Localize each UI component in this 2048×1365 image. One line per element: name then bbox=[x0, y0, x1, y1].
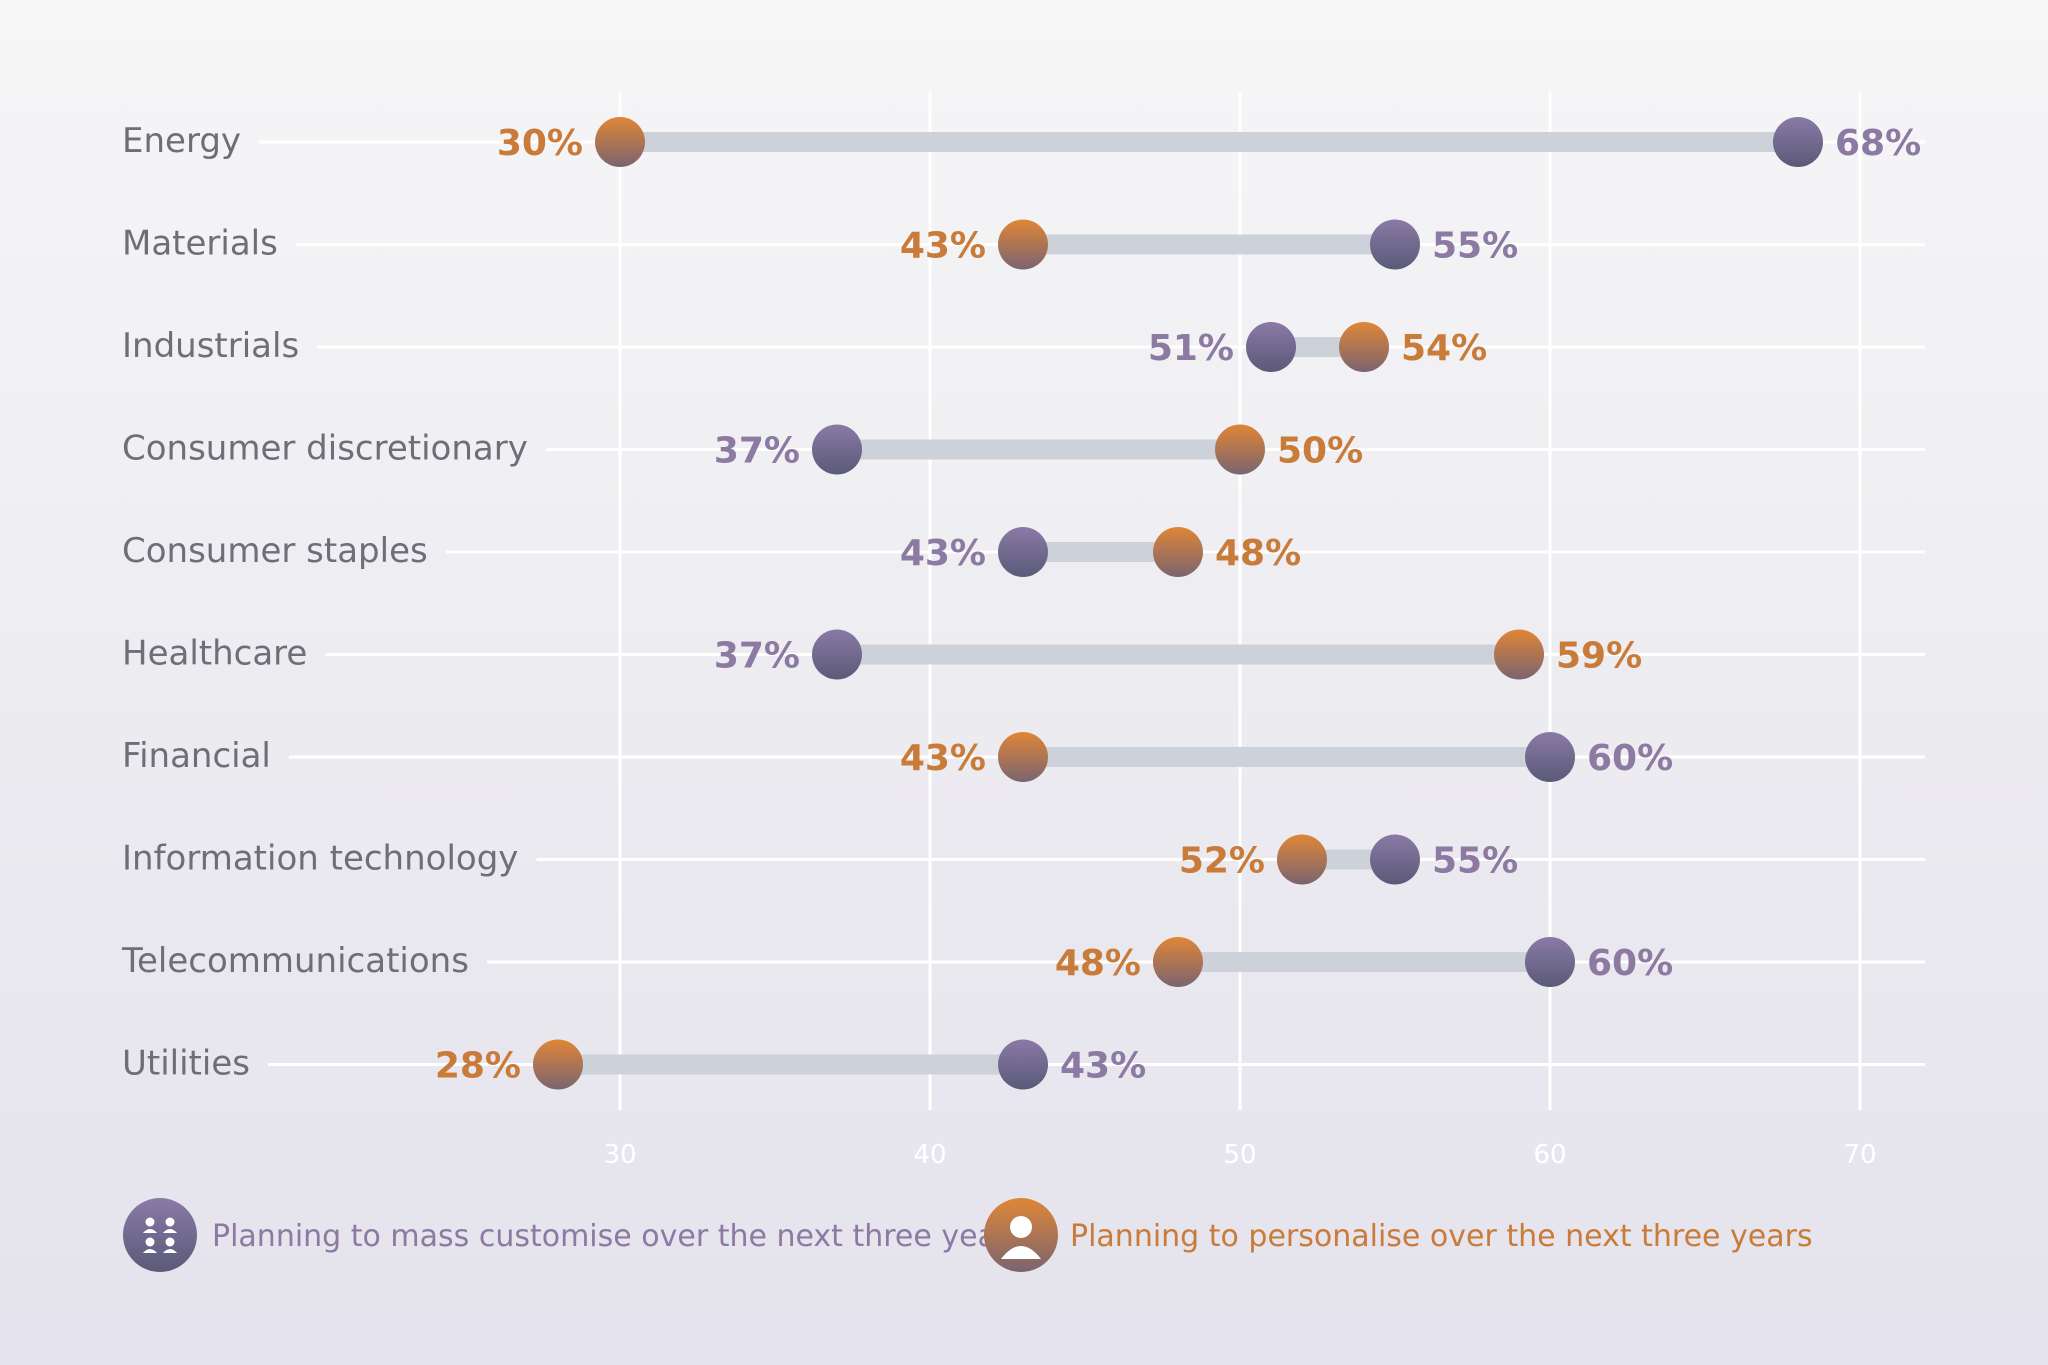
personalise-dot bbox=[1153, 937, 1203, 987]
personalise-dot bbox=[1153, 527, 1203, 577]
personalise-dot bbox=[1494, 629, 1544, 680]
mass-customise-value-label: 68% bbox=[1835, 123, 1921, 164]
legend-item-mass-customise: Planning to mass customise over the next… bbox=[123, 1198, 1024, 1272]
row-consumer-discretionary: Consumer discretionary 37% 50% bbox=[122, 424, 1925, 475]
x-tick-label-50: 50 bbox=[1223, 1140, 1256, 1170]
mass-customise-dot bbox=[1370, 834, 1420, 885]
row-industrials: Industrials 51% 54% bbox=[122, 322, 1925, 372]
mass-customise-dot bbox=[1246, 322, 1296, 372]
mass-customise-dot bbox=[998, 527, 1048, 577]
category-label: Materials bbox=[122, 224, 278, 264]
category-rows: Energy 68% 30% Materials 55% 43% Industrials 51… bbox=[121, 117, 1925, 1090]
legend-label-personalise: Planning to personalise over the next th… bbox=[1070, 1219, 1813, 1254]
mass-customise-value-label: 43% bbox=[900, 533, 986, 574]
row-utilities: Utilities 43% 28% bbox=[122, 1039, 1925, 1090]
personalise-dot bbox=[998, 219, 1048, 270]
mass-customise-value-label: 55% bbox=[1432, 841, 1518, 882]
group-people-icon bbox=[143, 1217, 177, 1253]
mass-customise-value-label: 37% bbox=[714, 636, 800, 677]
mass-customise-value-label: 55% bbox=[1432, 226, 1518, 267]
mass-customise-dot bbox=[1525, 732, 1575, 782]
mass-customise-value-label: 60% bbox=[1587, 738, 1673, 779]
personalise-value-label: 30% bbox=[497, 123, 583, 164]
category-label: Utilities bbox=[122, 1044, 250, 1084]
personalise-dot bbox=[1215, 424, 1265, 475]
legend: Planning to mass customise over the next… bbox=[123, 1198, 1813, 1272]
personalise-value-label: 43% bbox=[900, 738, 986, 779]
category-label: Information technology bbox=[122, 839, 518, 879]
mass-customise-value-label: 51% bbox=[1148, 328, 1234, 369]
category-label: Healthcare bbox=[122, 634, 307, 674]
personalise-value-label: 52% bbox=[1179, 841, 1265, 882]
row-energy: Energy 68% 30% bbox=[122, 117, 1925, 167]
personalise-value-label: 59% bbox=[1556, 636, 1642, 677]
personalise-value-label: 50% bbox=[1277, 431, 1363, 472]
mass-customise-dot bbox=[1773, 117, 1823, 167]
personalise-value-label: 43% bbox=[900, 226, 986, 267]
personalise-dot bbox=[1339, 322, 1389, 372]
x-tick-label-40: 40 bbox=[913, 1140, 946, 1170]
x-tick-label-30: 30 bbox=[603, 1140, 636, 1170]
x-axis-ticks: 30 40 50 60 70 bbox=[603, 1140, 1876, 1170]
person-icon bbox=[1001, 1216, 1041, 1259]
personalise-dot bbox=[1277, 834, 1327, 885]
category-label: Energy bbox=[122, 121, 241, 161]
category-label: Consumer discretionary bbox=[122, 429, 528, 469]
category-label: Industrials bbox=[122, 326, 299, 366]
x-tick-label-70: 70 bbox=[1843, 1140, 1876, 1170]
personalise-dot bbox=[533, 1039, 583, 1090]
category-label: Financial bbox=[122, 736, 271, 776]
mass-customise-dot bbox=[1370, 219, 1420, 270]
row-consumer-staples: Consumer staples 43% 48% bbox=[122, 527, 1925, 577]
personalise-value-label: 48% bbox=[1055, 943, 1141, 984]
row-telecommunications: Telecommunications 60% 48% bbox=[121, 937, 1925, 987]
row-financial: Financial 60% 43% bbox=[122, 732, 1925, 782]
mass-customise-value-label: 37% bbox=[714, 431, 800, 472]
category-label: Consumer staples bbox=[122, 531, 428, 571]
mass-customise-dot bbox=[812, 629, 862, 680]
personalise-value-label: 48% bbox=[1215, 533, 1301, 574]
personalise-dot bbox=[998, 732, 1048, 782]
mass-customise-dot bbox=[998, 1039, 1048, 1090]
mass-customise-dot bbox=[812, 424, 862, 475]
row-materials: Materials 55% 43% bbox=[122, 219, 1925, 270]
x-tick-label-60: 60 bbox=[1533, 1140, 1566, 1170]
category-label: Telecommunications bbox=[121, 941, 469, 981]
legend-swatch-mass-customise bbox=[123, 1198, 197, 1272]
personalise-value-label: 54% bbox=[1401, 328, 1487, 369]
legend-label-mass-customise: Planning to mass customise over the next… bbox=[212, 1219, 1024, 1254]
legend-item-personalise: Planning to personalise over the next th… bbox=[984, 1198, 1813, 1272]
personalise-dot bbox=[595, 117, 645, 167]
personalise-value-label: 28% bbox=[435, 1046, 521, 1087]
mass-customise-value-label: 60% bbox=[1587, 943, 1673, 984]
mass-customise-value-label: 43% bbox=[1060, 1046, 1146, 1087]
mass-customise-dot bbox=[1525, 937, 1575, 987]
row-healthcare: Healthcare 37% 59% bbox=[122, 629, 1925, 680]
row-information-technology: Information technology 55% 52% bbox=[122, 834, 1925, 885]
